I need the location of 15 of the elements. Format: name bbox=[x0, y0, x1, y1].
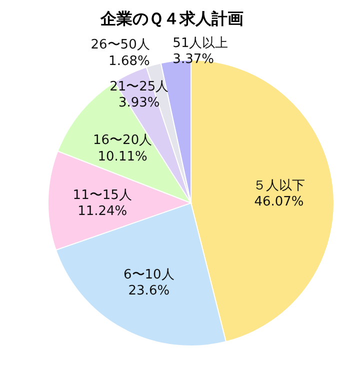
slice-label: 21〜25人 bbox=[110, 79, 169, 94]
chart-title: 企業のＱ４求人計画 bbox=[100, 9, 244, 28]
slice-label: ５人以下 bbox=[252, 178, 305, 194]
slice-label: 16〜20人 bbox=[93, 133, 152, 148]
data-label: 1.68% bbox=[108, 54, 150, 69]
data-label: 46.07% bbox=[254, 194, 304, 210]
slice-label: 26〜50人 bbox=[90, 38, 150, 53]
slice-label: 51人以上 bbox=[172, 36, 228, 51]
data-label: 23.6% bbox=[128, 284, 170, 299]
data-label: 3.37% bbox=[172, 52, 214, 68]
slice-label: 6〜10人 bbox=[124, 267, 174, 282]
data-label: 3.93% bbox=[118, 96, 160, 111]
slice-label: 11〜15人 bbox=[72, 188, 132, 203]
data-label: 11.24% bbox=[78, 204, 128, 220]
data-label: 10.11% bbox=[98, 149, 148, 164]
